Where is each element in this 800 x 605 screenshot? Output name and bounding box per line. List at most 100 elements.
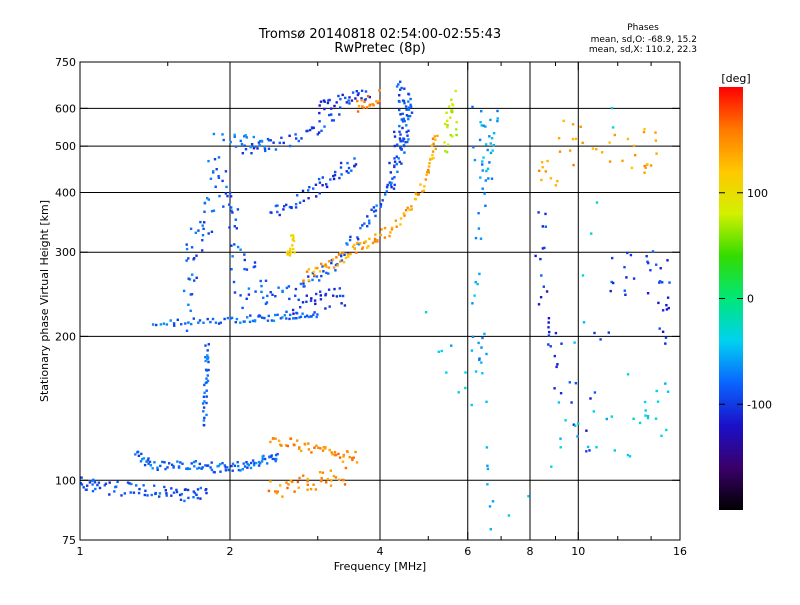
data-point (103, 484, 106, 487)
colorbar-label: [deg] (721, 72, 750, 85)
data-point (361, 224, 364, 227)
data-point (582, 321, 586, 324)
data-point (320, 274, 323, 278)
data-point (232, 280, 236, 284)
data-point (243, 135, 246, 138)
data-point (393, 160, 397, 163)
data-point (408, 114, 412, 118)
data-point (86, 484, 89, 487)
data-point (346, 161, 349, 165)
data-point (271, 293, 274, 296)
data-point (350, 99, 354, 102)
data-point (258, 143, 261, 147)
data-point (403, 102, 406, 105)
data-point (249, 466, 253, 470)
data-point (593, 391, 597, 394)
data-point (605, 417, 608, 421)
data-point (245, 136, 248, 139)
data-point (317, 131, 321, 134)
data-point (611, 126, 615, 129)
data-point (187, 321, 190, 324)
data-point (443, 141, 446, 144)
data-point (207, 159, 210, 163)
data-point (547, 317, 551, 320)
data-point (555, 365, 558, 369)
data-point (362, 106, 365, 109)
data-point (161, 460, 164, 464)
data-point (289, 479, 293, 482)
data-point (212, 170, 215, 173)
data-point (478, 357, 481, 360)
data-point (361, 247, 364, 250)
data-point (347, 171, 350, 174)
data-point (325, 183, 328, 186)
data-point (201, 224, 204, 227)
data-point (344, 466, 348, 470)
data-point (651, 250, 655, 253)
colorbar-tick-label: 0 (747, 293, 754, 306)
data-point (201, 249, 204, 252)
data-point (665, 304, 668, 307)
data-point (244, 148, 248, 151)
data-point (324, 307, 327, 310)
data-point (255, 461, 258, 465)
data-point (664, 382, 667, 385)
data-point (407, 100, 410, 103)
data-point (592, 410, 595, 413)
data-point (310, 126, 314, 129)
data-point (415, 193, 418, 196)
data-point (205, 491, 208, 495)
data-point (328, 305, 331, 308)
data-point (378, 99, 381, 102)
data-point (353, 243, 356, 247)
data-point (177, 465, 181, 468)
data-point (295, 312, 299, 315)
data-point (290, 206, 293, 210)
data-point (199, 497, 202, 500)
data-point (202, 321, 205, 324)
data-point (153, 484, 156, 487)
data-point (236, 461, 239, 464)
data-point (407, 115, 410, 118)
data-point (547, 343, 550, 346)
data-point (665, 428, 668, 432)
data-point (332, 266, 336, 269)
data-point (541, 225, 544, 228)
data-point (559, 392, 563, 395)
data-point (481, 169, 484, 172)
data-point (558, 150, 562, 153)
data-point (399, 133, 402, 136)
data-point (305, 270, 309, 273)
data-point (293, 317, 296, 320)
data-point (410, 111, 414, 114)
data-point (484, 204, 487, 207)
data-point (385, 186, 389, 189)
data-point (557, 137, 561, 140)
data-point (197, 321, 200, 324)
data-point (257, 141, 261, 144)
data-point (356, 99, 359, 103)
data-point (315, 275, 319, 278)
data-point (176, 318, 179, 321)
data-point (654, 131, 657, 134)
data-point (485, 400, 488, 403)
data-point (191, 273, 194, 276)
data-point (330, 113, 333, 116)
data-point (595, 148, 598, 151)
data-point (496, 109, 499, 113)
data-point (571, 137, 575, 141)
data-point (484, 179, 487, 182)
data-point (202, 423, 206, 427)
data-point (345, 170, 348, 173)
data-point (444, 150, 447, 153)
data-point (306, 488, 309, 491)
data-point (496, 117, 499, 120)
data-point (224, 170, 228, 173)
chart-title: Tromsø 20140818 02:54:00-02:55:43 (258, 27, 501, 42)
data-point (277, 286, 280, 289)
data-point (295, 317, 298, 320)
data-point (294, 133, 297, 136)
data-point (626, 137, 630, 141)
data-point (668, 281, 671, 284)
data-point (309, 299, 313, 302)
